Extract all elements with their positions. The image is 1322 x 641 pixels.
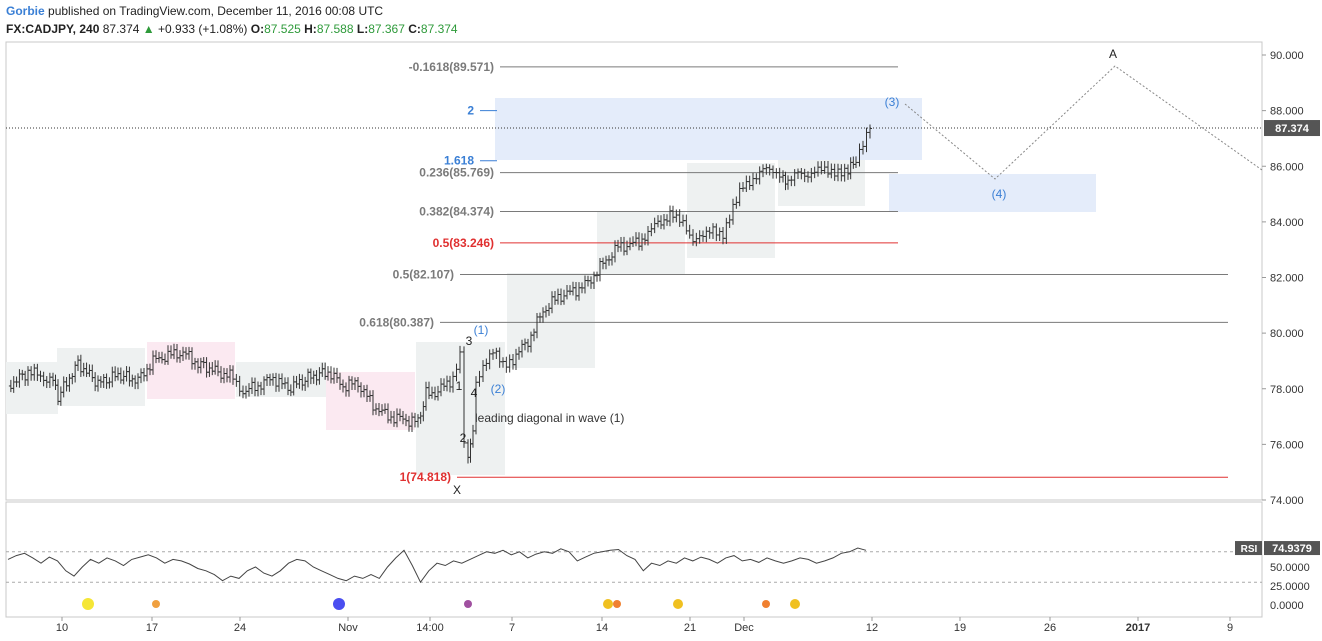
y-tick-label: 78.000 <box>1270 384 1304 396</box>
x-tick-label: 10 <box>56 622 68 634</box>
high-label: H: <box>304 22 317 36</box>
wave-label: 1 <box>456 379 463 393</box>
event-marker-icon <box>82 598 94 610</box>
fib-label: 0.236(85.769) <box>419 166 494 180</box>
x-tick-label: 26 <box>1044 622 1056 634</box>
fib-label: 1.618 <box>444 154 474 168</box>
y-tick-label: 74.000 <box>1270 495 1304 507</box>
y-tick-label: 80.000 <box>1270 328 1304 340</box>
x-tick-label: 17 <box>146 622 158 634</box>
projection-line <box>904 65 1263 180</box>
x-tick-label: Dec <box>734 622 754 634</box>
fib-label: 0.618(80.387) <box>359 315 434 329</box>
author-name[interactable]: Gorbie <box>6 4 45 18</box>
fib-label: 0.382(84.374) <box>419 204 494 218</box>
y-tick-label: 84.000 <box>1270 217 1304 229</box>
highlight-box <box>147 342 235 399</box>
y-tick-label: 86.000 <box>1270 161 1304 173</box>
rsi-pane-frame <box>5 501 1263 618</box>
y-tick-label: 90.000 <box>1270 50 1304 62</box>
rsi-title-tag <box>1235 541 1262 556</box>
x-tick-label: 24 <box>234 622 246 634</box>
rsi-tick-label: 25.0000 <box>1270 581 1310 593</box>
fib-label: 0.5(82.107) <box>393 268 454 282</box>
x-tick-label: 14:00 <box>416 622 444 634</box>
last-price-tag-label: 87.374 <box>1275 123 1310 135</box>
up-arrow-icon: ▲ <box>142 22 155 36</box>
event-marker-icon <box>603 599 613 609</box>
event-markers <box>82 598 800 610</box>
publish-line: Gorbie published on TradingView.com, Dec… <box>6 4 383 18</box>
published-text: published on TradingView.com, December 1… <box>48 4 384 18</box>
highlight-boxes <box>6 98 1096 475</box>
x-tick-label: 12 <box>866 622 878 634</box>
event-marker-icon <box>613 600 621 608</box>
change-value: +0.933 (+1.08%) <box>158 22 248 36</box>
chart-header: Gorbie published on TradingView.com, Dec… <box>6 2 1322 42</box>
close-label: C: <box>408 22 421 36</box>
rsi-title: RSI <box>1241 544 1258 555</box>
low-label: L: <box>356 22 369 36</box>
wave-label: 3 <box>466 334 473 348</box>
last-price: 87.374 <box>102 22 140 36</box>
y-tick-label: 88.000 <box>1270 106 1304 118</box>
x-tick-label: Nov <box>338 622 358 634</box>
rsi-tick-label: 0.0000 <box>1270 600 1304 612</box>
rsi-tick-label: 50.0000 <box>1270 562 1310 574</box>
x-tick-label: 14 <box>596 622 608 634</box>
open-label: O: <box>250 22 265 36</box>
price-candles <box>8 124 872 464</box>
wave-label: (4) <box>992 187 1007 201</box>
wave-label: 4 <box>471 386 478 400</box>
x-tick-label: 2017 <box>1126 622 1150 634</box>
fib-label: 1(74.818) <box>400 470 451 484</box>
event-marker-icon <box>762 600 770 608</box>
fib-label: 0.5(83.246) <box>433 236 494 250</box>
close-value: 87.374 <box>420 22 458 36</box>
symbol-line: FX:CADJPY, 240 87.374 ▲ +0.933 (+1.08%) … <box>6 22 458 36</box>
rsi-line <box>7 547 867 584</box>
high-value: 87.588 <box>316 22 354 36</box>
wave-label: (1) <box>474 323 489 337</box>
projection-path <box>904 65 1263 180</box>
wave-label: X <box>453 483 461 497</box>
annotation-label: leading diagonal in wave (1) <box>475 411 624 425</box>
wave-label: (3) <box>885 95 900 109</box>
y-tick-label: 82.000 <box>1270 273 1304 285</box>
low-value: 87.367 <box>368 22 405 36</box>
last-price-tag <box>1264 120 1320 137</box>
y-tick-label: 76.000 <box>1270 439 1304 451</box>
fib-label: 2 <box>467 104 474 118</box>
event-marker-icon <box>673 599 683 609</box>
highlight-box <box>687 163 775 258</box>
highlight-box <box>6 362 58 414</box>
x-tick-label: 19 <box>954 622 966 634</box>
highlight-box <box>495 98 922 160</box>
rsi-value: 74.9379 <box>1272 543 1312 555</box>
event-marker-icon <box>333 598 345 610</box>
axes: 90.000 88.000 86.000 84.000 82.000 80.000 78.0… <box>56 50 1320 634</box>
wave-label: 2 <box>460 431 467 445</box>
rsi-value-tag <box>1264 541 1320 556</box>
highlight-box <box>889 174 1096 212</box>
x-tick-label: 9 <box>1227 622 1233 634</box>
event-marker-icon <box>790 599 800 609</box>
fib-label: -0.1618(89.571) <box>409 60 494 74</box>
wave-label: (2) <box>491 382 506 396</box>
event-marker-icon <box>152 600 160 608</box>
wave-label: A <box>1109 47 1117 61</box>
open-value: 87.525 <box>264 22 301 36</box>
symbol-label: FX:CADJPY, 240 <box>6 22 100 36</box>
x-tick-label: 7 <box>509 622 515 634</box>
x-tick-label: 21 <box>684 622 696 634</box>
event-marker-icon <box>464 600 472 608</box>
